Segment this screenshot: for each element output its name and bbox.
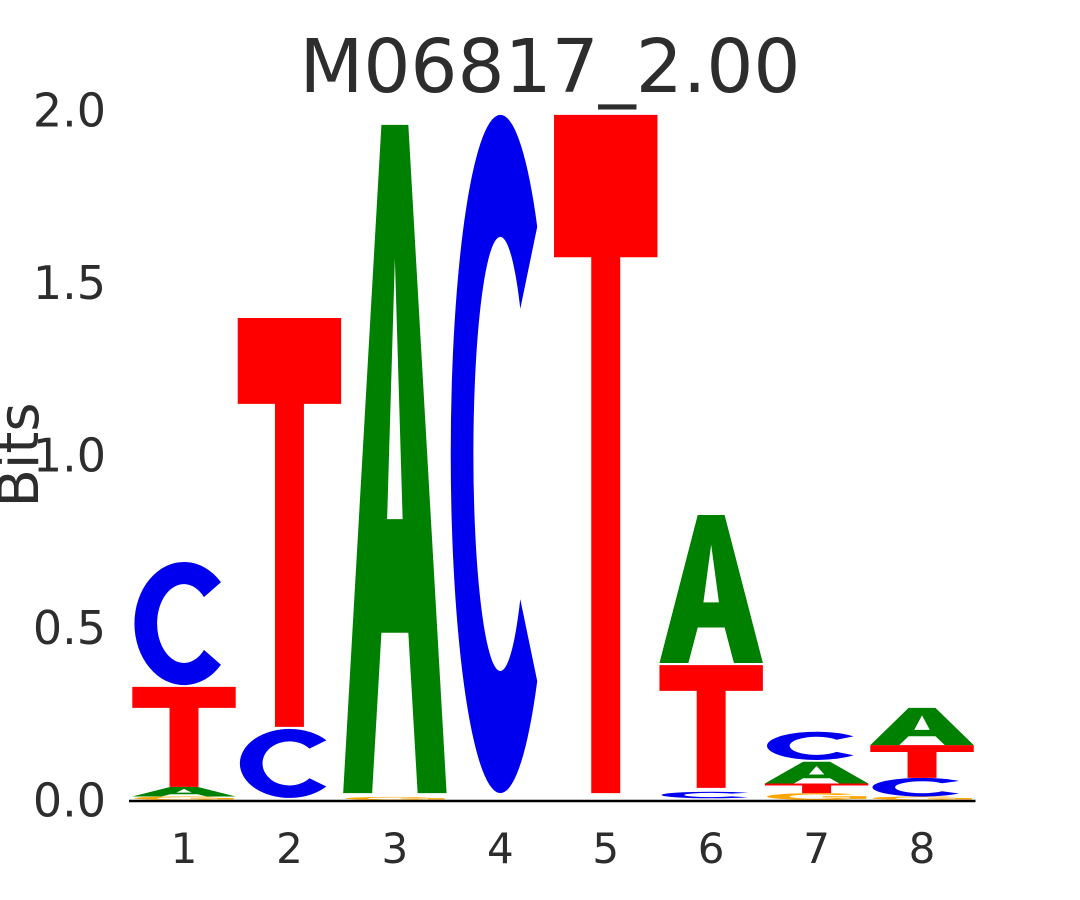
logo-letter-A-pos8 (870, 707, 974, 746)
x-tick-label-7: 7 (803, 824, 830, 873)
logo-letter-A-pos7 (764, 761, 869, 784)
logo-letter-A-pos3 (343, 124, 447, 794)
logo-letter-C-pos7 (767, 731, 854, 760)
x-tick-label-3: 3 (382, 824, 409, 873)
y-axis-label: Bits (0, 402, 52, 507)
y-tick-label-0.5: 0.5 (33, 601, 106, 655)
x-tick-label-2: 2 (276, 824, 303, 873)
logo-letter-T-pos6 (659, 665, 763, 788)
logo-letter-C-pos4 (450, 114, 538, 794)
x-tick-label-4: 4 (487, 824, 514, 873)
logo-letter-T-pos1 (132, 686, 236, 787)
y-tick-label-2.0: 2.0 (33, 84, 106, 138)
chart-title: M06817_2.00 (299, 24, 800, 110)
logo-letter-G-pos3 (345, 796, 445, 800)
x-tick-label-6: 6 (698, 824, 725, 873)
logo-letter-T-pos2 (237, 318, 342, 727)
x-tick-label-1: 1 (171, 824, 198, 873)
logo-letter-C-pos1 (134, 561, 221, 686)
logo-letter-G-pos8 (872, 796, 972, 800)
y-tick-label-0.0: 0.0 (33, 774, 106, 828)
logo-letter-A-pos6 (659, 515, 763, 664)
logo-letter-T-pos5 (554, 114, 658, 794)
logo-letter-G-pos1 (134, 796, 234, 800)
logo-letter-C-pos2 (239, 728, 327, 798)
logo-letter-T-pos8 (870, 745, 974, 778)
x-tick-label-8: 8 (909, 824, 936, 873)
x-tick-label-5: 5 (592, 824, 619, 873)
y-tick-label-1.5: 1.5 (33, 256, 106, 310)
logo-letter-C-pos8 (872, 777, 959, 797)
logo-letter-A-pos1 (132, 786, 236, 797)
logo-letter-T-pos7 (764, 783, 869, 794)
logo-letter-C-pos6 (661, 791, 749, 799)
logo-letter-G-pos7 (767, 793, 867, 800)
y-tick-label-1.0: 1.0 (33, 429, 106, 483)
